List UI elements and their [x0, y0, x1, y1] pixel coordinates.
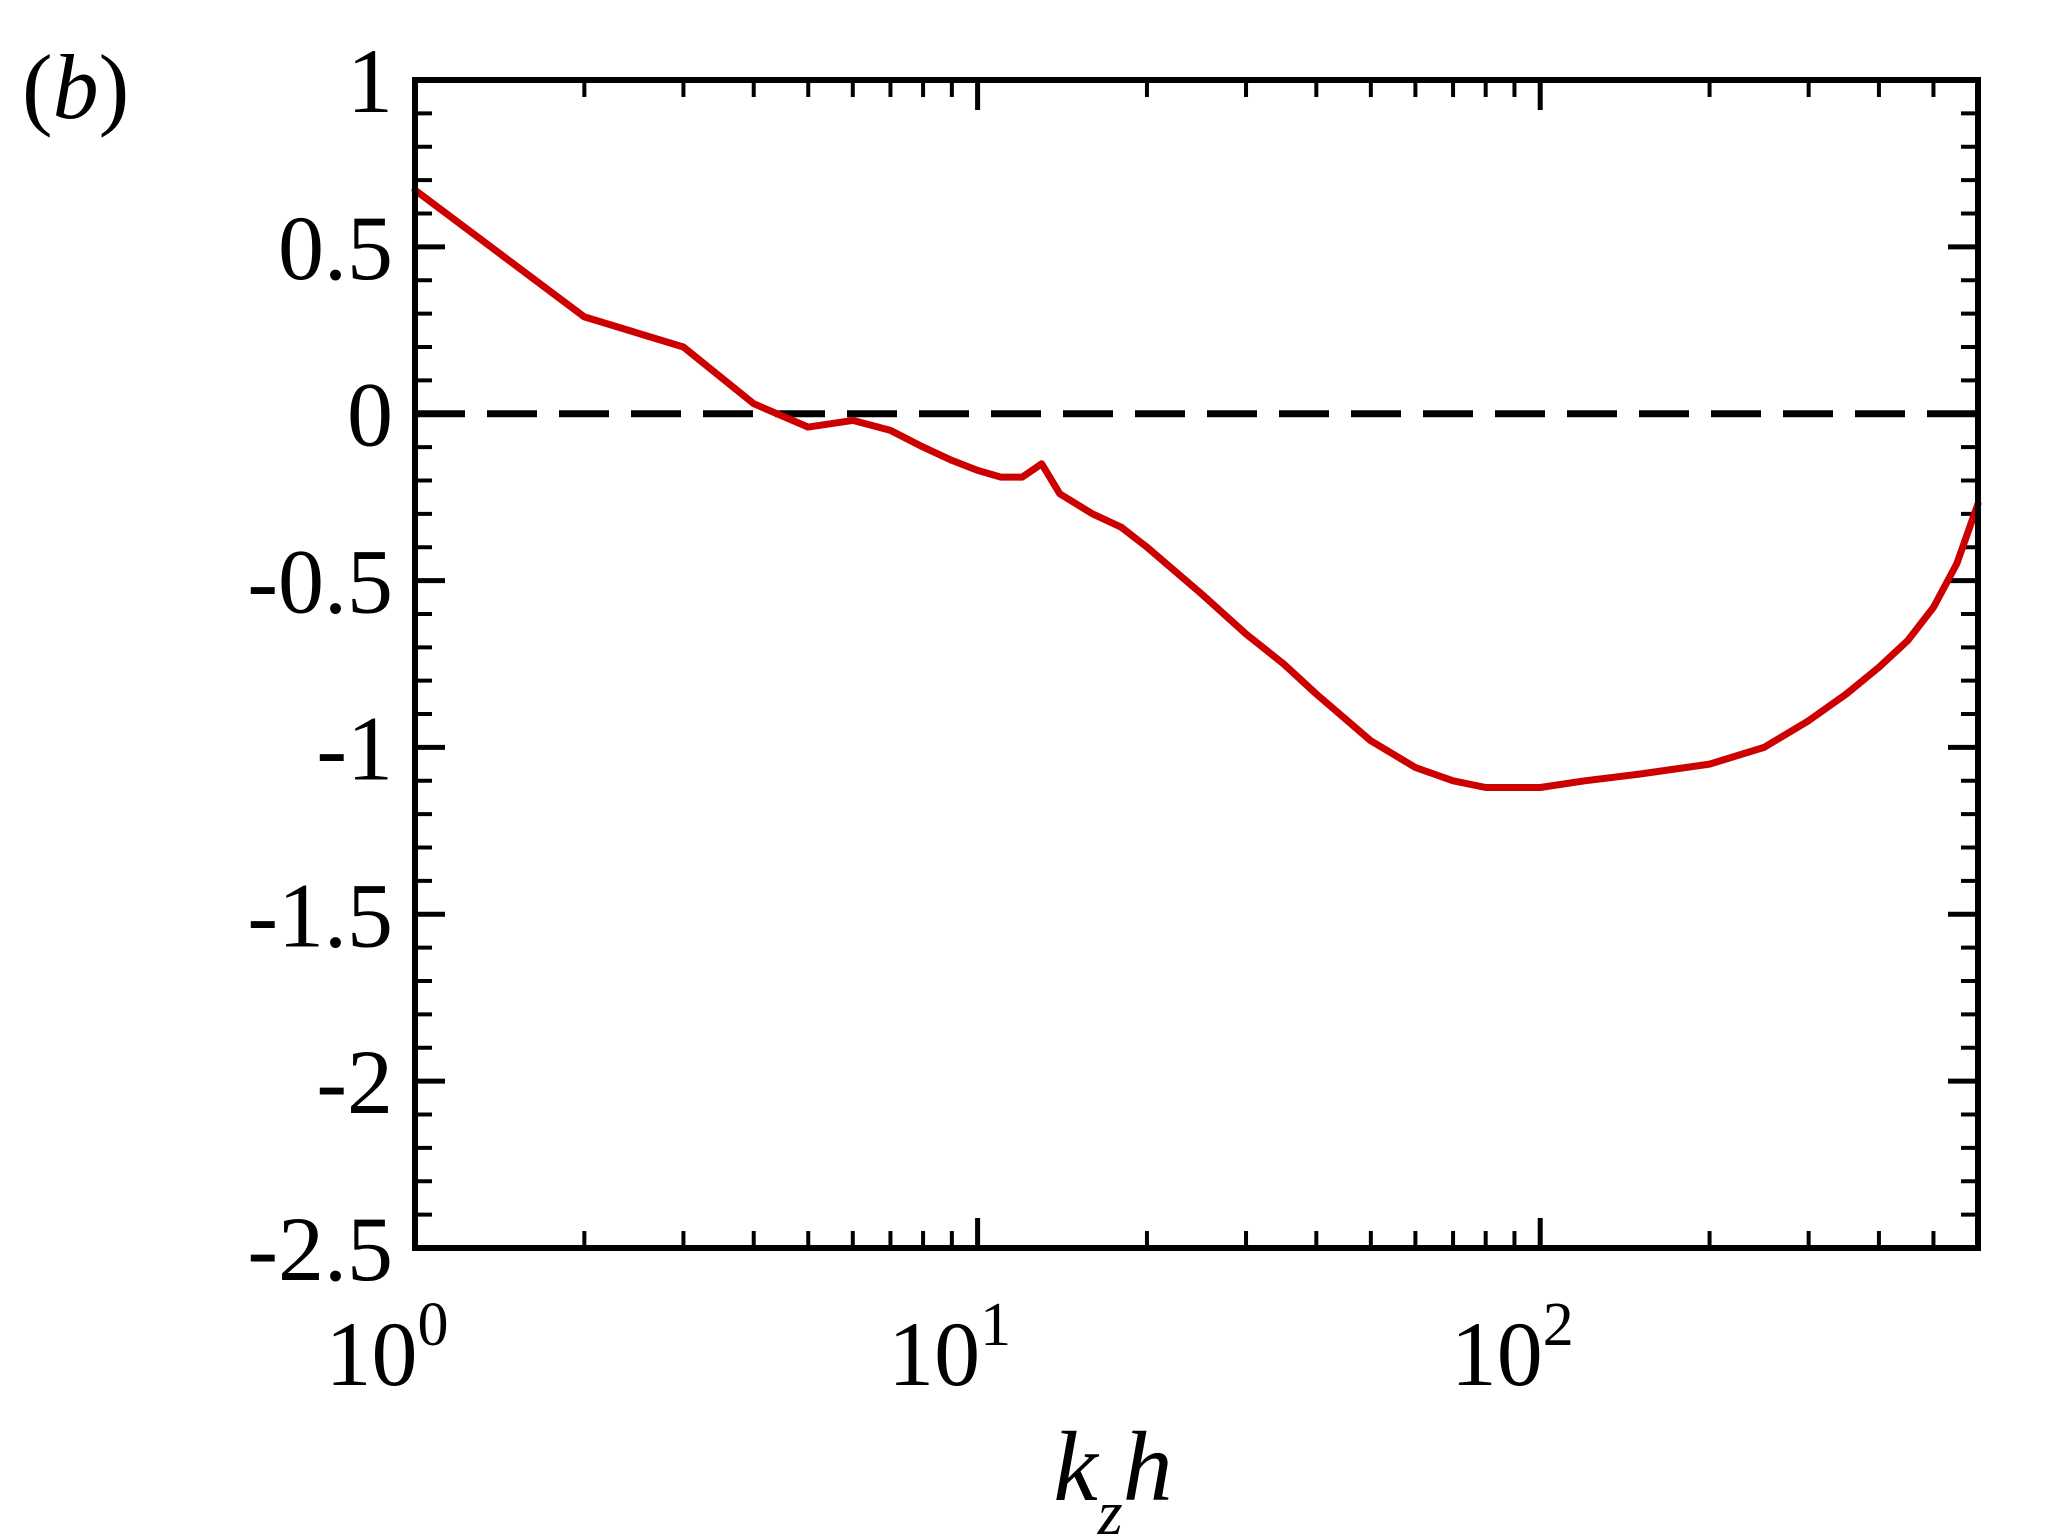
- x-tick-exponent: 0: [418, 1291, 449, 1359]
- x-axis-title-subscript: z: [1097, 1477, 1123, 1536]
- panel-label-open: (: [22, 36, 53, 138]
- x-tick-label: 100: [326, 1291, 449, 1405]
- x-tick-exponent: 1: [980, 1291, 1011, 1359]
- x-tick-base: 10: [888, 1303, 980, 1405]
- panel-label-letter: b: [53, 36, 99, 138]
- series-line-0: [411, 186, 1982, 791]
- y-tick-label: 1: [347, 30, 393, 132]
- y-tick-label: -0.5: [247, 531, 393, 633]
- x-tick-labels: 100 101 102: [326, 1291, 1574, 1405]
- x-axis-title-tail: h: [1123, 1411, 1173, 1522]
- panel-label: (b): [22, 36, 129, 138]
- x-axis-title-main: k: [1053, 1411, 1099, 1522]
- x-tick-label: 102: [1451, 1291, 1574, 1405]
- x-axis-title: kzh: [1053, 1411, 1172, 1536]
- x-tick-exponent: 2: [1543, 1291, 1574, 1359]
- x-tick-label: 101: [888, 1291, 1011, 1405]
- y-tick-label: -2: [316, 1031, 393, 1133]
- major-ticks: [412, 77, 1978, 1251]
- y-tick-label: 0.5: [278, 197, 393, 299]
- plot-frame: [412, 77, 1981, 1251]
- x-tick-base: 10: [326, 1303, 418, 1405]
- panel-label-close: ): [99, 36, 130, 138]
- y-tick-label: -1.5: [247, 864, 393, 966]
- minor-ticks: [415, 80, 1980, 1248]
- y-tick-label: -1: [316, 697, 393, 799]
- y-tick-labels: 1 0.5 0 -0.5 -1 -1.5 -2 -2.5: [247, 30, 393, 1300]
- series-group: [411, 186, 1982, 791]
- y-tick-label: 0: [347, 364, 393, 466]
- x-tick-base: 10: [1451, 1303, 1543, 1405]
- y-tick-label: -2.5: [247, 1198, 393, 1300]
